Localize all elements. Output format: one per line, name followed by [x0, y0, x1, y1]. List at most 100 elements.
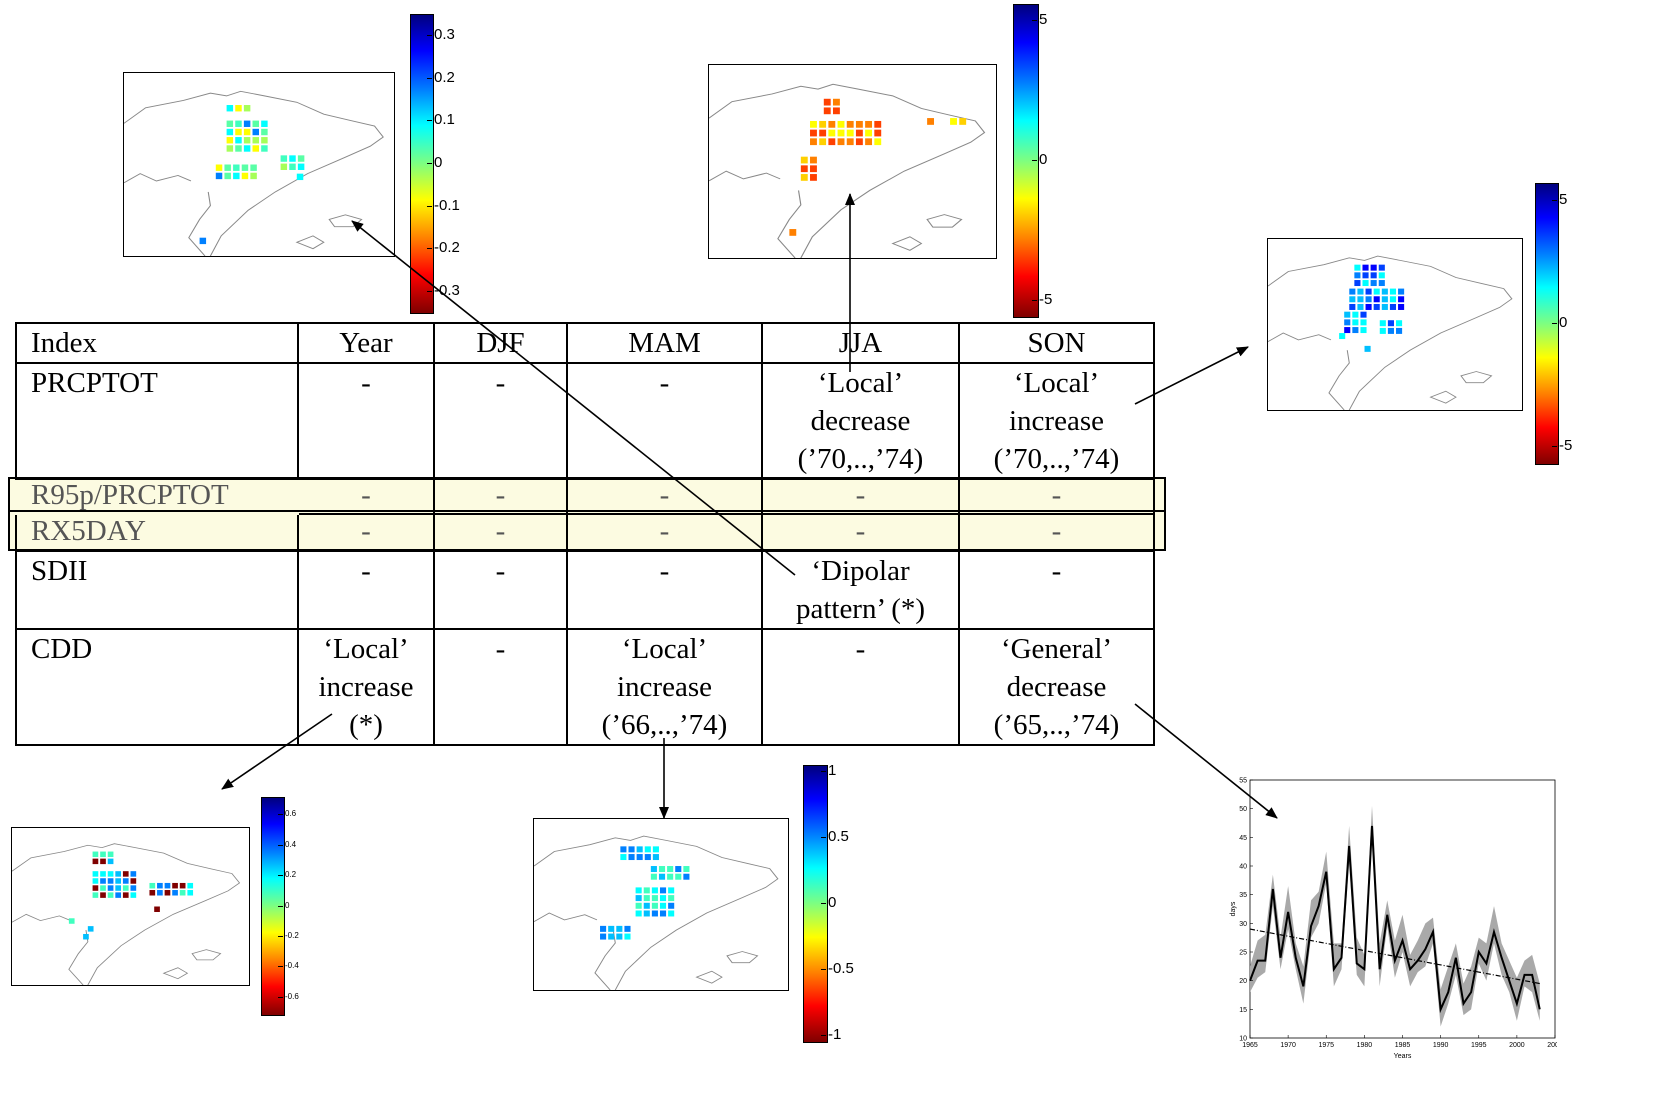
- x-tick-label: 1985: [1395, 1042, 1411, 1049]
- x-tick-label: 2000: [1509, 1042, 1525, 1049]
- colorbar-cdd-mam: [803, 765, 828, 1043]
- table-cell: -: [566, 513, 763, 552]
- grid-cell: [620, 846, 627, 853]
- grid-cell: [608, 925, 615, 932]
- grid-cell: [100, 851, 106, 858]
- grid-cell: [122, 878, 129, 884]
- header-djf: DJF: [433, 322, 568, 364]
- table-cell: -: [958, 478, 1155, 515]
- colorbar-tick-mark: [278, 966, 283, 968]
- grid-cell: [635, 895, 642, 902]
- grid-cell: [215, 164, 223, 171]
- table-cell: -: [958, 550, 1155, 630]
- coastline: [1268, 255, 1513, 410]
- grid-cell: [855, 129, 863, 137]
- grid-cell: [224, 164, 231, 171]
- grid-cell: [92, 851, 99, 858]
- grid-cell: [643, 887, 650, 894]
- grid-cell: [1360, 319, 1367, 326]
- coastline: [124, 90, 384, 256]
- grid-cell: [950, 118, 957, 125]
- grid-cell: [683, 873, 690, 880]
- colorbar-tick-mark: [1552, 446, 1557, 448]
- grid-cell: [600, 933, 607, 940]
- grid-cell: [100, 892, 106, 898]
- grid-cell: [650, 866, 657, 873]
- grid-cell: [658, 866, 666, 873]
- grid-cell: [1387, 327, 1394, 334]
- grid-cell: [226, 105, 234, 112]
- grid-cell: [959, 118, 967, 125]
- colorbar-tick-mark: [278, 935, 283, 937]
- grid-cell: [1362, 280, 1369, 287]
- grid-cell: [1354, 264, 1361, 271]
- grid-cell: [874, 120, 882, 128]
- grid-cell: [865, 120, 873, 128]
- grid-cell: [261, 145, 268, 152]
- row-label: CDD: [15, 628, 299, 746]
- grid-cell: [1373, 288, 1380, 295]
- colorbar-tick-label: 0.3: [434, 25, 455, 43]
- grid-cell: [650, 873, 657, 880]
- grid-cell: [865, 129, 873, 137]
- y-tick-label: 40: [1239, 864, 1247, 871]
- table-cell: ‘General’ decrease (’65,..,’74): [958, 628, 1155, 746]
- grid-cell: [643, 902, 650, 909]
- grid-cell: [252, 128, 259, 136]
- grid-cell: [1396, 327, 1403, 334]
- table-cell: -: [958, 513, 1155, 552]
- grid-cell: [107, 885, 114, 891]
- grid-cell: [100, 885, 106, 891]
- map-svg: [12, 843, 241, 985]
- grid-cell: [1349, 303, 1356, 310]
- table-cell: -: [761, 628, 960, 746]
- grid-cell: [235, 145, 242, 152]
- grid-cell: [600, 925, 607, 932]
- y-tick-label: 20: [1239, 978, 1247, 985]
- grid-cell: [1381, 288, 1388, 295]
- grid-cell: [1389, 296, 1397, 303]
- grid-cell: [149, 890, 156, 896]
- colorbar-tick-label: 0.1: [434, 111, 455, 129]
- grid-cell: [122, 871, 129, 877]
- x-tick-label: 2005: [1547, 1042, 1557, 1049]
- arrow-cdd-year-to-map: [221, 713, 333, 790]
- grid-cell: [235, 105, 242, 112]
- grid-cell: [828, 138, 836, 146]
- grid-cell: [1354, 272, 1361, 279]
- grid-cell: [92, 892, 99, 898]
- grid-cell: [800, 174, 808, 181]
- table-row-rx5day: RX5DAY - - - - -: [15, 513, 1155, 552]
- grid-cell: [122, 892, 129, 898]
- y-tick-label: 15: [1239, 1007, 1247, 1014]
- header-son: SON: [958, 322, 1155, 364]
- table-row-sdii: SDII - - - ‘Dipolar pattern’ (*) -: [15, 550, 1155, 630]
- grid-cell: [226, 137, 234, 144]
- grid-cell: [651, 910, 658, 917]
- grid-cell: [297, 163, 305, 170]
- grid-cell: [832, 107, 840, 115]
- grid-cell: [1349, 296, 1356, 303]
- grid-cell: [643, 895, 650, 902]
- colorbar-tick-label: 0.6: [285, 809, 297, 819]
- grid-cell: [1357, 303, 1364, 310]
- colorbar-tick-mark: [1552, 199, 1557, 201]
- grid-cell: [927, 118, 935, 125]
- grid-cell: [651, 887, 658, 894]
- grid-cell: [1370, 264, 1377, 271]
- grid-cell: [280, 155, 288, 162]
- grid-cell: [652, 846, 659, 853]
- grid-cell: [823, 98, 831, 106]
- grid-cell: [1352, 327, 1359, 334]
- grid-cell: [668, 887, 675, 894]
- colorbar-tick-mark: [427, 291, 432, 293]
- grid-cell: [187, 882, 194, 889]
- table-cell: -: [433, 513, 568, 552]
- grid-cell: [1373, 296, 1380, 303]
- grid-cell: [130, 885, 137, 891]
- grid-cell: [635, 902, 642, 909]
- grid-cell: [1398, 296, 1405, 303]
- grid-cell: [1396, 320, 1403, 327]
- table-cell: -: [433, 550, 568, 630]
- grid-cell: [635, 910, 642, 917]
